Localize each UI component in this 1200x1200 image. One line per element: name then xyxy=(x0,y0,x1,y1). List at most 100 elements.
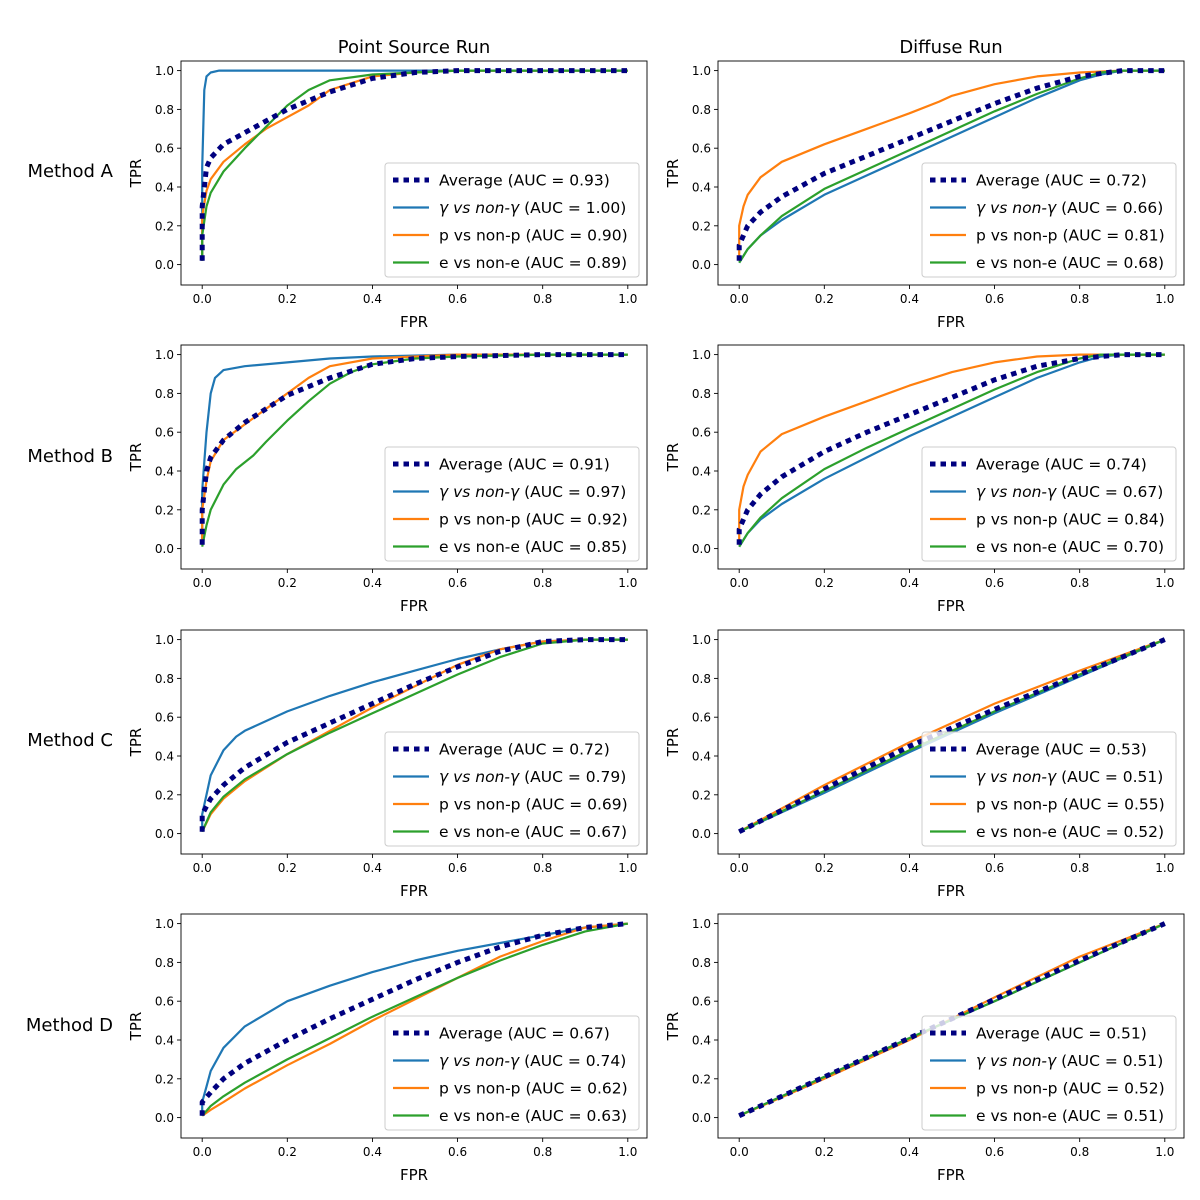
chart-7-legend: Average (AUC = 0.51) γ vs non-γ (AUC = 0.… xyxy=(921,1015,1177,1131)
chart-1-ytick-label: 0.4 xyxy=(692,181,711,195)
chart-0-ytick-label: 0.6 xyxy=(155,142,174,156)
chart-5-y-axis-label: TPR xyxy=(664,728,682,758)
chart-5-ytick-label: 0.4 xyxy=(692,750,711,764)
chart-4-axes-frame xyxy=(180,629,648,855)
chart-0-series-Average xyxy=(199,68,628,261)
chart-7-ytick-label: 0.6 xyxy=(692,995,711,1009)
chart-7-ytick-label: 0.8 xyxy=(692,956,711,970)
chart-1-xtick-label: 0.0 xyxy=(730,292,749,306)
chart-7-x-axis-label: FPR xyxy=(937,1166,965,1184)
chart-6-ytick-label: 0.2 xyxy=(155,1072,174,1086)
chart-7-xtick-label: 0.6 xyxy=(985,1145,1004,1159)
chart-1-ytick-label: 0.2 xyxy=(692,219,711,233)
chart-1-ytick-label: 0.8 xyxy=(692,103,711,117)
chart-2-ytick-label: 0.8 xyxy=(155,387,174,401)
chart-0-ytick-label: 0.2 xyxy=(155,219,174,233)
chart-4-ytick-label: 0.2 xyxy=(155,788,174,802)
chart-6-xtick-label: 0.0 xyxy=(193,1145,212,1159)
chart-2-ytick-label: 1.0 xyxy=(155,348,174,362)
chart-1-axes-frame xyxy=(717,60,1185,286)
row-title-method-d: Method D xyxy=(26,1015,113,1036)
chart-0-x-axis-label: FPR xyxy=(400,313,428,331)
chart-6-xtick-label: 0.6 xyxy=(448,1145,467,1159)
column-title-diffuse: Diffuse Run xyxy=(899,37,1002,58)
chart-5-x-axis-label: FPR xyxy=(937,882,965,900)
chart-3-series-Average xyxy=(736,352,1165,545)
chart-1-panel: 0.0 0.2 0.4 0.6 0.8 1.0 0.0 0.2 0.4 0.6 0.8 1.0 FPR T… xyxy=(664,60,1185,331)
chart-2-x-axis-label: FPR xyxy=(400,597,428,615)
chart-7-xtick-label: 0.8 xyxy=(1070,1145,1089,1159)
chart-2-ytick-label: 0.0 xyxy=(155,542,174,556)
chart-2-xtick-label: 0.0 xyxy=(193,576,212,590)
row-title-method-a: Method A xyxy=(27,161,113,182)
row-title-method-c: Method C xyxy=(27,730,113,751)
chart-2-xtick-label: 0.6 xyxy=(448,576,467,590)
chart-1-xtick-label: 0.6 xyxy=(985,292,1004,306)
chart-6-legend-label-Average: Average (AUC = 0.67) xyxy=(439,1025,610,1043)
chart-6-xtick-label: 0.4 xyxy=(363,1145,382,1159)
chart-6-y-axis-label: TPR xyxy=(127,1012,145,1042)
chart-7-xtick-label: 0.4 xyxy=(900,1145,919,1159)
chart-3-legend-box xyxy=(921,446,1177,562)
chart-4-series-e xyxy=(201,638,628,833)
chart-4-legend-box xyxy=(384,731,640,847)
chart-1-legend-label-p: p vs non-p (AUC = 0.81) xyxy=(976,227,1165,245)
chart-1-ytick-label: 0.6 xyxy=(692,142,711,156)
chart-3-ytick-label: 0.4 xyxy=(692,465,711,479)
chart-5-ytick-label: 0.8 xyxy=(692,672,711,686)
chart-4-x-axis-label: FPR xyxy=(400,882,428,900)
chart-4-series-p xyxy=(201,638,628,833)
chart-3-curves xyxy=(736,352,1165,548)
chart-4-xtick-label: 0.4 xyxy=(363,861,382,875)
chart-4-ytick-label: 0.6 xyxy=(155,711,174,725)
chart-6-legend-box xyxy=(384,1015,640,1131)
chart-3-xtick-label: 0.0 xyxy=(730,576,749,590)
chart-3-legend-label-Average: Average (AUC = 0.74) xyxy=(976,456,1147,474)
chart-6-series-Average xyxy=(199,921,629,1116)
chart-6-ytick-label: 0.6 xyxy=(155,995,174,1009)
chart-7-legend-label-Average: Average (AUC = 0.51) xyxy=(976,1025,1147,1043)
chart-2-xtick-label: 0.2 xyxy=(278,576,297,590)
chart-5-xtick-label: 1.0 xyxy=(1155,861,1174,875)
chart-3-ytick-label: 0.8 xyxy=(692,387,711,401)
chart-1-legend-label-Average: Average (AUC = 0.72) xyxy=(976,172,1147,190)
chart-2-xtick-label: 1.0 xyxy=(618,576,637,590)
chart-4-legend: Average (AUC = 0.72) γ vs non-γ (AUC = 0.… xyxy=(384,731,640,847)
chart-6-ytick-label: 0.8 xyxy=(155,956,174,970)
chart-1-curves xyxy=(736,68,1165,264)
chart-1-ytick-label: 1.0 xyxy=(692,64,711,78)
chart-0-ytick-label: 0.4 xyxy=(155,181,174,195)
chart-3-xtick-label: 0.8 xyxy=(1070,576,1089,590)
chart-3-ytick-label: 0.0 xyxy=(692,542,711,556)
chart-7-ytick-label: 0.0 xyxy=(692,1111,711,1125)
chart-3-xtick-label: 1.0 xyxy=(1155,576,1174,590)
chart-3-legend-label-gamma: γ vs non-γ (AUC = 0.67) xyxy=(976,483,1163,501)
chart-2-xtick-label: 0.8 xyxy=(533,576,552,590)
chart-2-y-axis-label: TPR xyxy=(127,443,145,473)
chart-5-xtick-label: 0.6 xyxy=(985,861,1004,875)
chart-5-ytick-label: 0.6 xyxy=(692,711,711,725)
chart-1-xtick-label: 1.0 xyxy=(1155,292,1174,306)
column-title-point-source: Point Source Run xyxy=(338,37,490,58)
chart-7-legend-label-p: p vs non-p (AUC = 0.52) xyxy=(976,1080,1165,1098)
chart-6-ytick-label: 0.0 xyxy=(155,1111,174,1125)
chart-3-axes-frame xyxy=(717,344,1185,570)
chart-1-xtick-label: 0.8 xyxy=(1070,292,1089,306)
chart-7-y-axis-label: TPR xyxy=(664,1012,682,1042)
chart-0-legend-label-p: p vs non-p (AUC = 0.90) xyxy=(439,227,628,245)
chart-5-xtick-label: 0.8 xyxy=(1070,861,1089,875)
chart-4-panel: 0.0 0.2 0.4 0.6 0.8 1.0 0.0 0.2 0.4 0.6 0.8 1.0 FPR T… xyxy=(127,629,648,900)
chart-0-ytick-label: 1.0 xyxy=(155,64,174,78)
chart-4-legend-label-gamma: γ vs non-γ (AUC = 0.79) xyxy=(439,768,626,786)
chart-2-ytick-label: 0.4 xyxy=(155,465,174,479)
chart-6-ytick-label: 1.0 xyxy=(155,917,174,931)
chart-2-panel: 0.0 0.2 0.4 0.6 0.8 1.0 0.0 0.2 0.4 0.6 0.8 1.0 FPR T… xyxy=(127,344,648,615)
chart-2-legend-label-e: e vs non-e (AUC = 0.85) xyxy=(439,538,627,556)
chart-1-legend-label-e: e vs non-e (AUC = 0.68) xyxy=(976,254,1164,272)
chart-3-ytick-label: 0.2 xyxy=(692,503,711,517)
chart-7-ytick-label: 1.0 xyxy=(692,917,711,931)
chart-5-legend-label-gamma: γ vs non-γ (AUC = 0.51) xyxy=(976,768,1163,786)
chart-4-curves xyxy=(199,637,628,833)
chart-5-ytick-label: 1.0 xyxy=(692,633,711,647)
